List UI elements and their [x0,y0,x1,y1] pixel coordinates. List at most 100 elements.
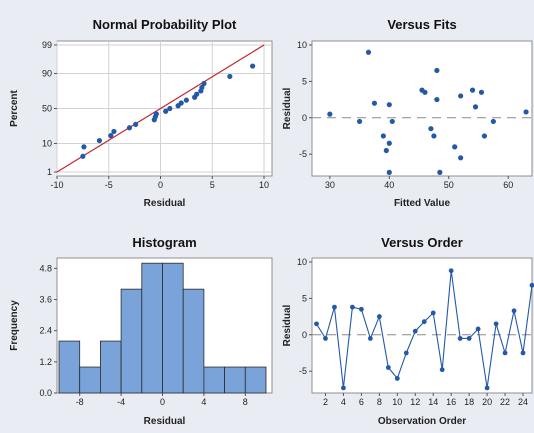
versus-order-xtick-20: 20 [482,397,492,407]
versus-order-xlabel: Observation Order [378,416,466,427]
versus-order-point-21 [502,350,508,356]
versus-order-ytick-0: 0 [302,330,307,340]
normal-prob-xtick-10: 10 [259,180,269,190]
versus-order-point-12 [421,319,427,325]
versus-order-point-8 [385,365,391,370]
versus-fits-point-7 [386,140,392,146]
versus-order-point-19 [484,385,490,391]
versus-fits-point-0 [327,111,333,117]
versus-order-point-20 [493,321,499,327]
versus-fits-point-13 [431,133,437,139]
normal-prob-point-10 [163,108,169,114]
histogram-bar-8 [224,366,246,394]
versus-order-point-0 [314,321,319,327]
versus-order-point-13 [430,310,436,316]
versus-order-xtick-12: 12 [410,397,420,407]
histogram-bar-5 [162,262,184,394]
versus-fits-point-25 [523,109,529,115]
normal-prob-xtick--5: -5 [105,180,113,190]
normal-prob-point-6 [133,121,139,128]
versus-fits-xtick-60: 60 [503,180,513,190]
normal-prob-point-4 [111,128,117,135]
versus-fits-point-1 [356,118,363,125]
versus-order-title: Versus Order [381,235,463,250]
versus-fits-point-17 [452,144,458,150]
histogram-ytick-1.2: 1.2 [39,357,52,367]
versus-fits-point-6 [386,169,392,175]
versus-order-xtick-14: 14 [428,397,438,407]
versus-order-point-17 [466,336,472,341]
versus-order-xtick-4: 4 [341,397,346,407]
normal-prob-ylabel: Percent [9,89,20,126]
normal-prob-point-13 [178,100,184,106]
versus-order-point-1 [323,336,328,341]
versus-fits-point-8 [386,102,392,108]
histogram-bar-9 [244,366,267,394]
versus-fits-ytick-10: 10 [297,40,307,50]
normal-prob-point-18 [199,84,205,91]
histogram-ytick-2.4: 2.4 [39,326,52,336]
normal-prob-xtick-5: 5 [210,180,215,190]
histogram-xtick-0: 0 [160,397,165,407]
versus-order-point-10 [403,350,409,356]
versus-fits-xtick-50: 50 [444,180,454,190]
normal-prob-point-16 [194,91,200,97]
normal-prob-xlabel: Residual [144,198,186,209]
histogram-xtick--8: -8 [76,397,84,407]
versus-order-point-11 [412,328,418,334]
versus-fits-xtick-30: 30 [325,180,335,190]
versus-order-point-24 [529,282,534,288]
versus-fits-point-18 [458,93,464,99]
normal-prob-point-1 [81,144,87,150]
versus-fits-point-2 [365,49,372,55]
versus-fits-title: Versus Fits [387,17,456,32]
normal-prob-ytick-1: 1 [47,167,52,177]
versus-order-xtick-16: 16 [446,397,456,407]
histogram-xtick--4: -4 [117,397,125,407]
histogram-xlabel: Residual [144,416,186,427]
versus-order-point-16 [457,336,463,341]
versus-order-point-9 [394,376,400,381]
versus-order-xtick-18: 18 [464,397,474,407]
normal-prob-point-5 [126,125,133,131]
versus-order-ylabel: Residual [282,304,293,346]
versus-order-point-15 [448,268,454,274]
versus-order-xtick-24: 24 [518,397,528,407]
versus-fits-ytick-0: 0 [302,113,307,123]
histogram-bar-6 [182,288,205,394]
normal-prob-point-14 [183,97,189,103]
versus-order-point-7 [376,314,382,319]
versus-fits-ytick--5: -5 [299,149,307,159]
versus-order-point-3 [341,385,346,391]
versus-fits-point-23 [481,133,488,139]
histogram-xtick-4: 4 [201,397,206,407]
histogram-bar-7 [203,366,225,394]
versus-fits-xtick-40: 40 [384,180,394,190]
versus-fits-point-5 [383,147,389,154]
normal-prob-point-3 [108,133,114,139]
versus-fits-point-3 [371,100,378,106]
versus-order-point-18 [475,326,481,332]
versus-order-xtick-6: 6 [359,397,364,407]
normal-prob-point-2 [96,137,103,144]
normal-prob-ytick-90: 90 [42,69,52,79]
histogram-xtick-8: 8 [243,397,248,407]
normal-prob-point-21 [250,63,256,69]
versus-order-ytick-10: 10 [297,257,307,267]
versus-fits-point-16 [437,169,443,175]
versus-order-point-23 [520,350,526,356]
histogram-bar-1 [79,366,101,394]
versus-order-xtick-22: 22 [500,397,510,407]
versus-order-point-22 [511,308,517,314]
histogram-bar-0 [58,340,81,394]
normal-prob-xtick-0: 0 [158,180,163,190]
versus-fits-point-4 [380,133,386,139]
histogram-ytick-3.6: 3.6 [39,295,52,305]
versus-order-xtick-8: 8 [377,397,382,407]
histogram-bar-3 [120,288,143,394]
versus-fits-point-9 [389,118,395,125]
normal-prob-point-9 [153,111,159,117]
versus-fits-point-19 [458,155,464,161]
normal-prob-point-19 [201,80,207,87]
